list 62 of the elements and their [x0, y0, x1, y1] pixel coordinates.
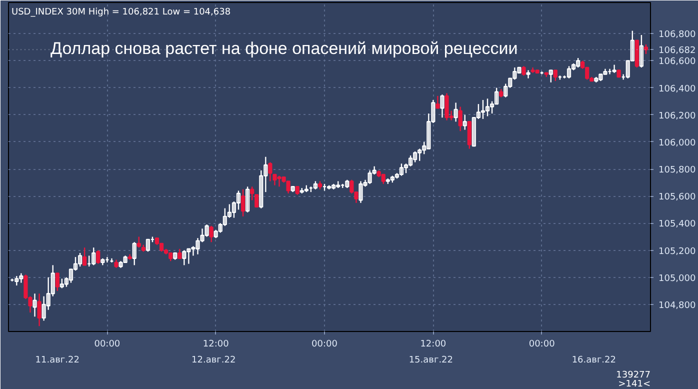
candlestick — [440, 94, 444, 118]
candlestick — [132, 242, 136, 266]
candlestick — [485, 98, 490, 117]
candlestick — [553, 70, 558, 82]
candlestick — [644, 44, 648, 55]
candlestick — [32, 292, 37, 318]
candlestick — [399, 163, 404, 176]
y-tick-label: 105,200 — [658, 246, 696, 257]
candlestick — [454, 102, 458, 122]
candlestick — [146, 238, 150, 252]
text: 139277 — [616, 370, 651, 380]
candlestick — [250, 186, 254, 201]
y-tick-label: 105,400 — [658, 220, 696, 230]
candlestick — [55, 272, 60, 292]
ref-line-label: 106,682 — [658, 46, 696, 56]
candlestick — [246, 186, 250, 213]
candlestick — [480, 99, 486, 120]
y-tick-label: 106,000 — [658, 138, 696, 148]
candlestick — [639, 34, 644, 68]
y-tick-label: 106,200 — [658, 111, 696, 122]
candlestick — [82, 246, 87, 266]
candlestick — [96, 250, 100, 264]
x-tick-label: 12:00 — [420, 340, 446, 350]
candlestick — [182, 250, 186, 266]
text: USD_INDEX 30M High = 106,821 Low = 104,638 — [12, 8, 231, 18]
y-tick-label: 106,800 — [658, 30, 696, 40]
candlestick — [526, 70, 530, 79]
y-tick-label: 106,400 — [658, 84, 696, 94]
candlestick — [136, 236, 141, 248]
candlestick — [548, 70, 553, 83]
candlestick — [37, 292, 42, 327]
text: Доллар снова растет на фоне опасений мировой рецессии — [50, 39, 518, 58]
candlestick — [381, 174, 386, 185]
text: 15.авг.22 — [408, 356, 454, 366]
candlestick — [522, 66, 526, 76]
candlestick — [566, 66, 572, 79]
candlestick — [92, 246, 96, 266]
x-tick-label: 00:00 — [528, 340, 556, 350]
x-tick-label: 00:00 — [312, 340, 338, 350]
candlestick — [462, 114, 467, 130]
candlestick — [236, 190, 241, 210]
x-tick-label: 12:00 — [202, 340, 230, 350]
candlestick — [436, 95, 440, 109]
text: 16.авг.22 — [572, 356, 616, 366]
text: 11.авг.22 — [35, 356, 80, 366]
candlestick — [209, 225, 214, 243]
candlestick — [458, 106, 462, 132]
x-tick-label: 00:00 — [94, 340, 120, 350]
y-tick-label: 105,800 — [658, 166, 696, 176]
y-tick-label: 106,600 — [658, 57, 696, 68]
candlestick — [254, 194, 259, 208]
y-tick-label: 104,800 — [658, 300, 696, 311]
text: 12.авг.22 — [192, 356, 236, 366]
candlestick — [78, 252, 82, 268]
candlestick — [178, 248, 182, 259]
text: >141< — [618, 380, 651, 389]
candlestick — [240, 188, 246, 218]
y-tick-label: 105,000 — [658, 274, 696, 284]
candlestick — [14, 275, 19, 286]
candlestick — [408, 154, 413, 167]
candlestick — [467, 121, 472, 150]
y-tick-label: 105,600 — [658, 192, 696, 203]
